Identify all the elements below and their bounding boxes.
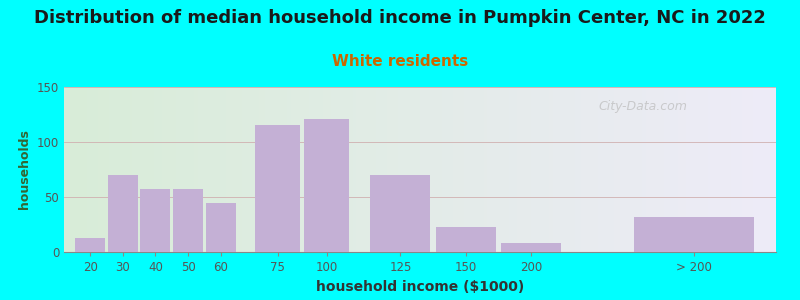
Bar xyxy=(501,243,561,252)
X-axis label: household income ($1000): household income ($1000) xyxy=(316,280,524,294)
Text: City-Data.com: City-Data.com xyxy=(598,100,687,113)
Text: Distribution of median household income in Pumpkin Center, NC in 2022: Distribution of median household income … xyxy=(34,9,766,27)
Bar xyxy=(370,175,430,252)
Bar xyxy=(634,217,754,252)
Text: White residents: White residents xyxy=(332,54,468,69)
Bar xyxy=(141,189,170,252)
Bar xyxy=(108,175,138,252)
Bar xyxy=(255,125,301,252)
Bar xyxy=(206,202,236,252)
Bar xyxy=(304,119,350,252)
Y-axis label: households: households xyxy=(18,130,31,209)
Bar xyxy=(173,189,203,252)
Bar xyxy=(436,227,496,252)
Bar xyxy=(75,238,105,252)
